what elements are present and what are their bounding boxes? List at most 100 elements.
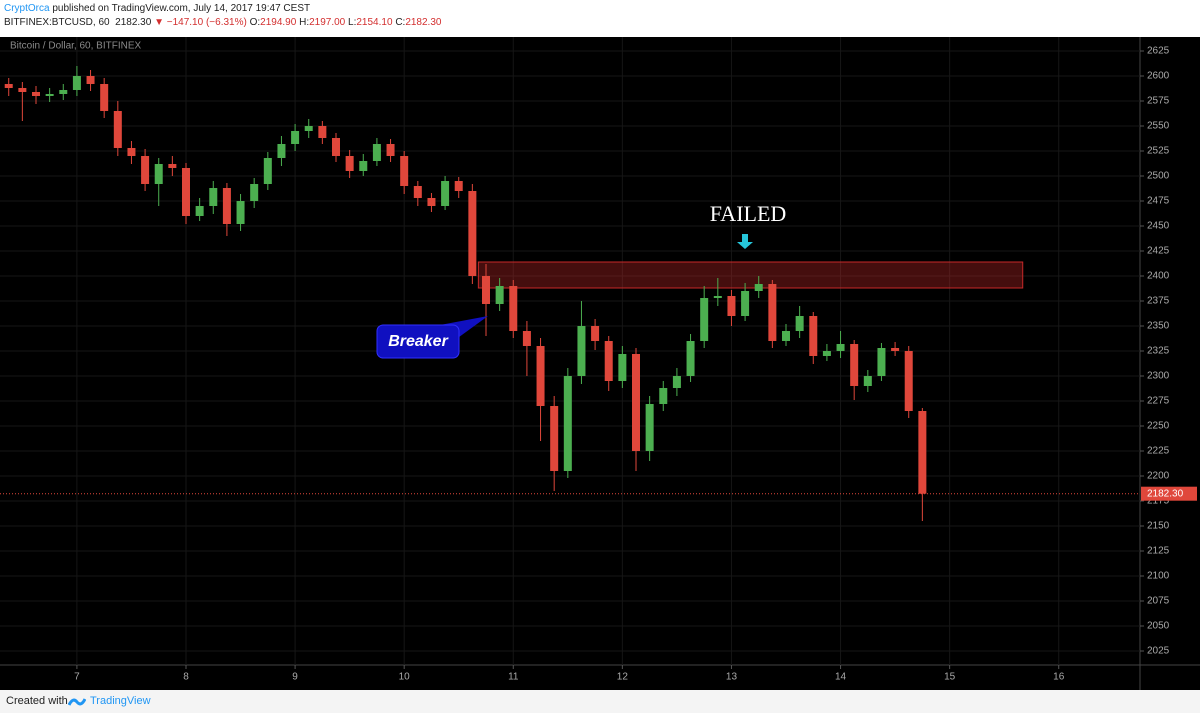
candle-body [454,181,463,191]
y-tick-label: 2175 [1147,496,1170,507]
candle-body [795,316,804,331]
candle-body [222,188,231,224]
candle-body [645,404,654,451]
candle-body [277,144,286,158]
candle-body [332,138,340,156]
candle-body [891,348,900,351]
candle-body [904,351,913,411]
last-price-label: 2182.30 [1147,488,1184,499]
candle-body [32,92,40,96]
candle-body [550,406,559,471]
candle-body [672,376,681,388]
candle-body [495,286,504,304]
candle-body [236,201,245,224]
candle-body [72,76,81,90]
header-line: BITFINEX:BTCUSD, 60 2182.30 ▼ −147.10 (−… [4,17,441,28]
candle-body [577,326,586,376]
ohlc-label: H: [299,17,310,28]
header: CryptOrca published on TradingView.com, … [0,0,1200,37]
x-tick-label: 16 [1053,672,1065,683]
ohlc-value: 2182.30 [405,17,442,28]
candle-body [686,341,695,376]
y-tick-label: 2500 [1147,171,1170,182]
ohlc-value: 2197.00 [309,17,346,28]
candle-body [304,126,313,131]
candle-body [141,156,150,184]
footer: Created with TradingView [0,690,1200,713]
ohlc-label: O: [249,17,261,28]
candle-body [863,376,872,386]
y-tick-label: 2450 [1147,221,1170,232]
candle-body [741,291,750,316]
candle-body [659,388,668,404]
brand[interactable]: TradingView [90,695,151,707]
candle-body [591,326,600,341]
callout-box [376,324,460,359]
candle-body [522,331,531,346]
candle-body [809,316,818,356]
logo [68,698,86,706]
candle-body [563,376,572,471]
x-tick-label: 15 [944,672,956,683]
candle-body [604,341,613,381]
ohlc-label: C: [395,17,406,28]
symbol: BITFINEX:BTCUSD, 60 [4,17,110,28]
ohlc-value: 2154.10 [356,17,393,28]
y-tick-label: 2100 [1147,571,1170,582]
candle-body [700,298,709,341]
y-tick-label: 2025 [1147,646,1170,657]
created-with: Created with [6,695,68,707]
candle-body [768,284,777,341]
y-tick-label: 2600 [1147,71,1170,82]
chart-background [0,37,1200,690]
change: ▼ −147.10 (−6.31%) [154,17,247,28]
candle-body [345,156,354,171]
candle-body [318,126,327,138]
x-tick-label: 11 [508,672,519,683]
marks [0,66,1140,521]
x-tick-label: 7 [74,672,80,683]
published: published on TradingView.com, July 14, 2… [52,3,311,14]
x-tick-label: 9 [292,672,298,683]
candle-body [754,284,763,291]
y-tick-label: 2400 [1147,271,1170,282]
candle-body [441,181,450,206]
annotation-failed: FAILED [710,201,787,226]
y-tick-label: 2125 [1147,546,1170,557]
candle-body [263,158,272,184]
candle-body [386,144,395,156]
candle-body [113,111,122,148]
candle-body [291,131,300,144]
candle-body [250,184,259,201]
y-tick-label: 2625 [1147,46,1170,57]
y-tick-label: 2200 [1147,471,1170,482]
candle-body [618,354,627,381]
candle-body [168,164,177,168]
candle-body [413,186,422,198]
candle-body [127,148,136,156]
candle-body [154,164,163,184]
x-tick-label: 10 [399,672,411,683]
author: CryptOrca [4,3,50,14]
candle-body [182,168,190,216]
candle-body [836,344,845,351]
x-tick-label: 12 [617,672,629,683]
candle-body [713,296,722,298]
chart: Bitcoin / Dollar, 60, BITFINEX FAILED Br… [0,37,1200,690]
annotation-breaker: Breaker [388,333,448,350]
y-tick-label: 2050 [1147,621,1170,632]
arrow-down [737,234,753,249]
candle-body [822,351,831,356]
y-tick-label: 2150 [1147,521,1170,532]
y-tick-label: 2300 [1147,371,1170,382]
candle-body [877,348,886,376]
ohlc-label: L: [348,17,357,28]
x-tick-label: 13 [726,672,738,683]
candle-body [536,346,545,406]
y-tick-label: 2350 [1147,321,1170,332]
resistance-zone [477,261,1024,289]
candle-body [209,188,218,206]
y-tick-label: 2225 [1147,446,1170,457]
candle-body [632,354,640,451]
